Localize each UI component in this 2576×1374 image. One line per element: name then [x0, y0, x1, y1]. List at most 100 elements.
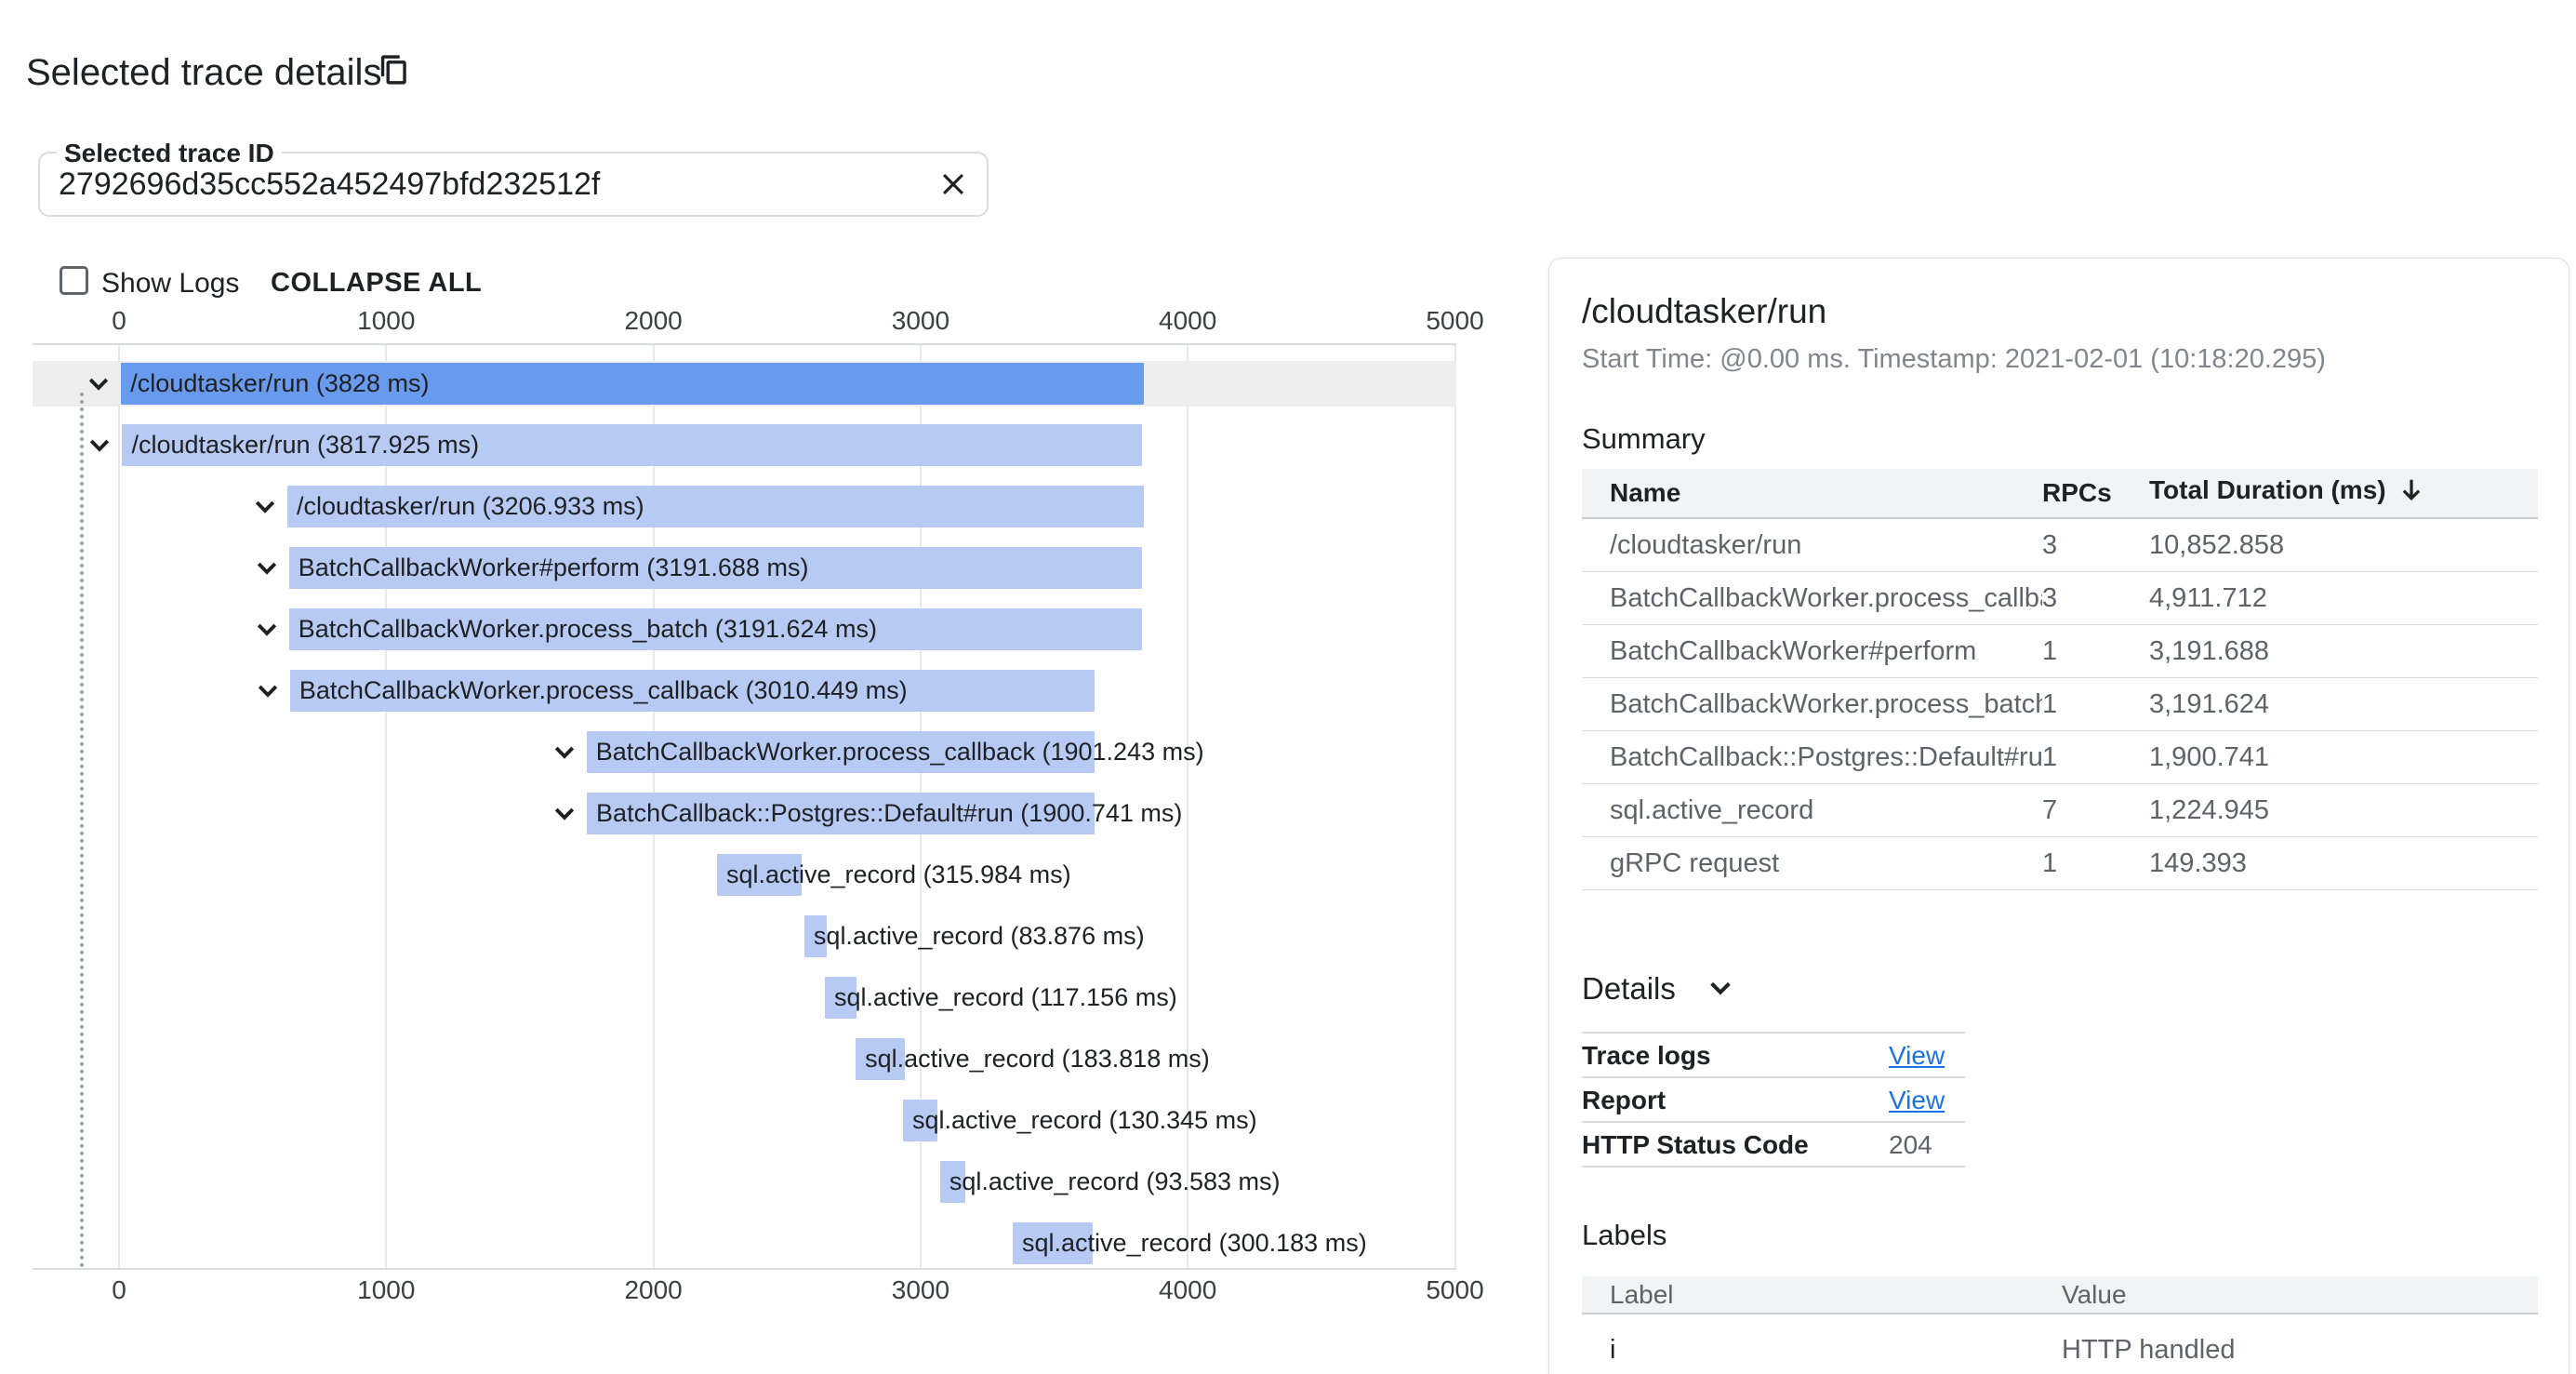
- axis-tick-label: 5000: [1426, 1275, 1484, 1304]
- summary-table-row: gRPC request 1 149.393: [1582, 837, 2538, 890]
- view-link[interactable]: View: [1889, 1086, 1945, 1114]
- span-bar[interactable]: [856, 1038, 905, 1080]
- span-expand-chevron-icon[interactable]: [86, 432, 113, 460]
- summary-cell-rpcs: 1: [2042, 688, 2058, 719]
- gridline: [118, 345, 120, 1268]
- labels-col-value: Value: [2062, 1279, 2127, 1309]
- show-logs-checkbox[interactable]: [60, 266, 88, 295]
- axis-tick-label: 4000: [1159, 1275, 1217, 1304]
- summary-cell-duration: 3,191.688: [2149, 635, 2270, 666]
- trace-waterfall-chart: /cloudtasker/run (3828 ms)/cloudtasker/r…: [33, 343, 1456, 1270]
- axis-tick-label: 3000: [891, 306, 950, 335]
- summary-table-row: BatchCallbackWorker.process_batch 1 3,191.…: [1582, 678, 2538, 731]
- span-bar[interactable]: [587, 793, 1095, 834]
- close-icon: [937, 173, 969, 203]
- summary-cell-duration: 1,900.741: [2149, 741, 2270, 772]
- labels-table-header: Label Value: [1582, 1276, 2538, 1314]
- timeline-axis-bottom: 0 1000 2000 3000 4000 5000: [33, 1275, 1483, 1307]
- span-bar[interactable]: [902, 1100, 938, 1141]
- copy-trace-details-button[interactable]: [376, 52, 413, 89]
- span-label: sql.active_record (183.818 ms): [865, 1045, 1210, 1073]
- details-table: Trace logs View Report View HTTP Status Code…: [1582, 1032, 1965, 1167]
- span-label: sql.active_record (93.583 ms): [949, 1167, 1281, 1195]
- span-bar[interactable]: [286, 486, 1145, 527]
- summary-table-row: /cloudtasker/run 3 10,852.858: [1582, 519, 2538, 572]
- summary-table-row: sql.active_record 7 1,224.945: [1582, 784, 2538, 837]
- summary-cell-rpcs: 1: [2042, 741, 2058, 772]
- summary-cell-rpcs: 1: [2042, 635, 2058, 666]
- summary-table-row: BatchCallbackWorker.process_callback 3 4,9…: [1582, 572, 2538, 625]
- span-bar[interactable]: [288, 547, 1142, 589]
- chevron-down-icon: [1706, 981, 1735, 1006]
- details-table-row: HTTP Status Code 204: [1582, 1121, 1965, 1166]
- timeline-axis-top: 0 1000 2000 3000 4000 5000: [33, 306, 1483, 338]
- show-logs-label[interactable]: Show Logs: [101, 268, 240, 299]
- axis-tick-label: 4000: [1159, 306, 1217, 335]
- summary-cell-duration: 1,224.945: [2149, 794, 2270, 825]
- summary-cell-rpcs: 3: [2042, 582, 2058, 613]
- span-expand-chevron-icon[interactable]: [253, 554, 281, 582]
- tree-connector-dotted-line: [80, 393, 84, 1268]
- span-expand-chevron-icon[interactable]: [253, 616, 281, 644]
- span-bar[interactable]: [1013, 1222, 1094, 1264]
- span-expand-chevron-icon[interactable]: [551, 800, 578, 828]
- summary-cell-rpcs: 1: [2042, 847, 2058, 878]
- span-bar[interactable]: [122, 424, 1143, 466]
- span-bar[interactable]: [803, 915, 828, 957]
- summary-col-duration[interactable]: Total Duration (ms): [2149, 475, 2538, 511]
- labels-table: Label Value i HTTP handled: [1582, 1276, 2538, 1370]
- summary-table-row: BatchCallback::Postgres::Default#run 1 1,9…: [1582, 731, 2538, 784]
- collapse-all-button[interactable]: COLLAPSE ALL: [271, 268, 483, 298]
- span-detail-title: /cloudtasker/run: [1582, 292, 1827, 330]
- summary-cell-name: sql.active_record: [1610, 794, 1814, 825]
- gridline: [1187, 345, 1189, 1268]
- span-bar[interactable]: [289, 670, 1095, 712]
- span-bar[interactable]: [939, 1161, 965, 1203]
- details-section-header: Details: [1582, 971, 1735, 1007]
- summary-cell-name: gRPC request: [1610, 847, 1780, 878]
- span-detail-subtitle: Start Time: @0.00 ms. Timestamp: 2021-02…: [1582, 344, 2326, 374]
- span-expand-chevron-icon[interactable]: [251, 493, 279, 521]
- summary-cell-name: BatchCallbackWorker.process_callback: [1610, 582, 2042, 613]
- summary-cell-duration: 10,852.858: [2149, 529, 2285, 560]
- summary-col-name: Name: [1610, 478, 1681, 507]
- span-label: sql.active_record (117.156 ms): [834, 983, 1177, 1011]
- details-collapse-button[interactable]: [1706, 973, 1735, 1006]
- span-expand-chevron-icon[interactable]: [254, 677, 282, 705]
- summary-cell-name: BatchCallbackWorker.process_batch: [1610, 688, 2042, 719]
- span-bar[interactable]: [586, 731, 1095, 773]
- gridline: [1454, 345, 1456, 1268]
- summary-cell-duration: 4,911.712: [2149, 582, 2267, 613]
- span-bar[interactable]: [121, 363, 1145, 405]
- axis-tick-label: 0: [112, 306, 126, 335]
- span-bar[interactable]: [825, 977, 856, 1019]
- details-row-label: HTTP Status Code: [1582, 1130, 1809, 1159]
- summary-cell-name: BatchCallback::Postgres::Default#run: [1610, 741, 2042, 772]
- trace-id-field-container: Selected trace ID: [38, 139, 989, 217]
- details-row-label: Report: [1582, 1086, 1666, 1114]
- trace-id-input[interactable]: [59, 157, 914, 211]
- span-bar[interactable]: [288, 608, 1142, 650]
- span-bar[interactable]: [716, 854, 802, 896]
- summary-cell-rpcs: 3: [2042, 529, 2058, 560]
- view-link[interactable]: View: [1889, 1041, 1945, 1070]
- trace-detail-card: /cloudtasker/run Start Time: @0.00 ms. T…: [1548, 258, 2569, 1374]
- span-expand-chevron-icon[interactable]: [85, 370, 113, 398]
- summary-col-rpcs: RPCs: [2042, 478, 2112, 507]
- span-expand-chevron-icon[interactable]: [551, 739, 578, 767]
- gridline: [385, 345, 388, 1268]
- labels-heading: Labels: [1582, 1219, 1667, 1251]
- summary-cell-duration: 149.393: [2149, 847, 2247, 878]
- page-title: Selected trace details: [26, 52, 382, 93]
- details-heading: Details: [1582, 971, 1676, 1006]
- summary-table-header: Name RPCs Total Duration (ms): [1582, 469, 2538, 519]
- axis-tick-label: 2000: [624, 306, 683, 335]
- axis-tick-label: 3000: [891, 1275, 950, 1304]
- details-table-row: Trace logs View: [1582, 1032, 1965, 1076]
- summary-heading: Summary: [1582, 422, 1706, 455]
- clear-trace-id-button[interactable]: [936, 168, 970, 202]
- details-row-label: Trace logs: [1582, 1041, 1711, 1070]
- axis-tick-label: 1000: [357, 1275, 416, 1304]
- summary-cell-duration: 3,191.624: [2149, 688, 2270, 719]
- details-row-value: 204: [1889, 1130, 1932, 1159]
